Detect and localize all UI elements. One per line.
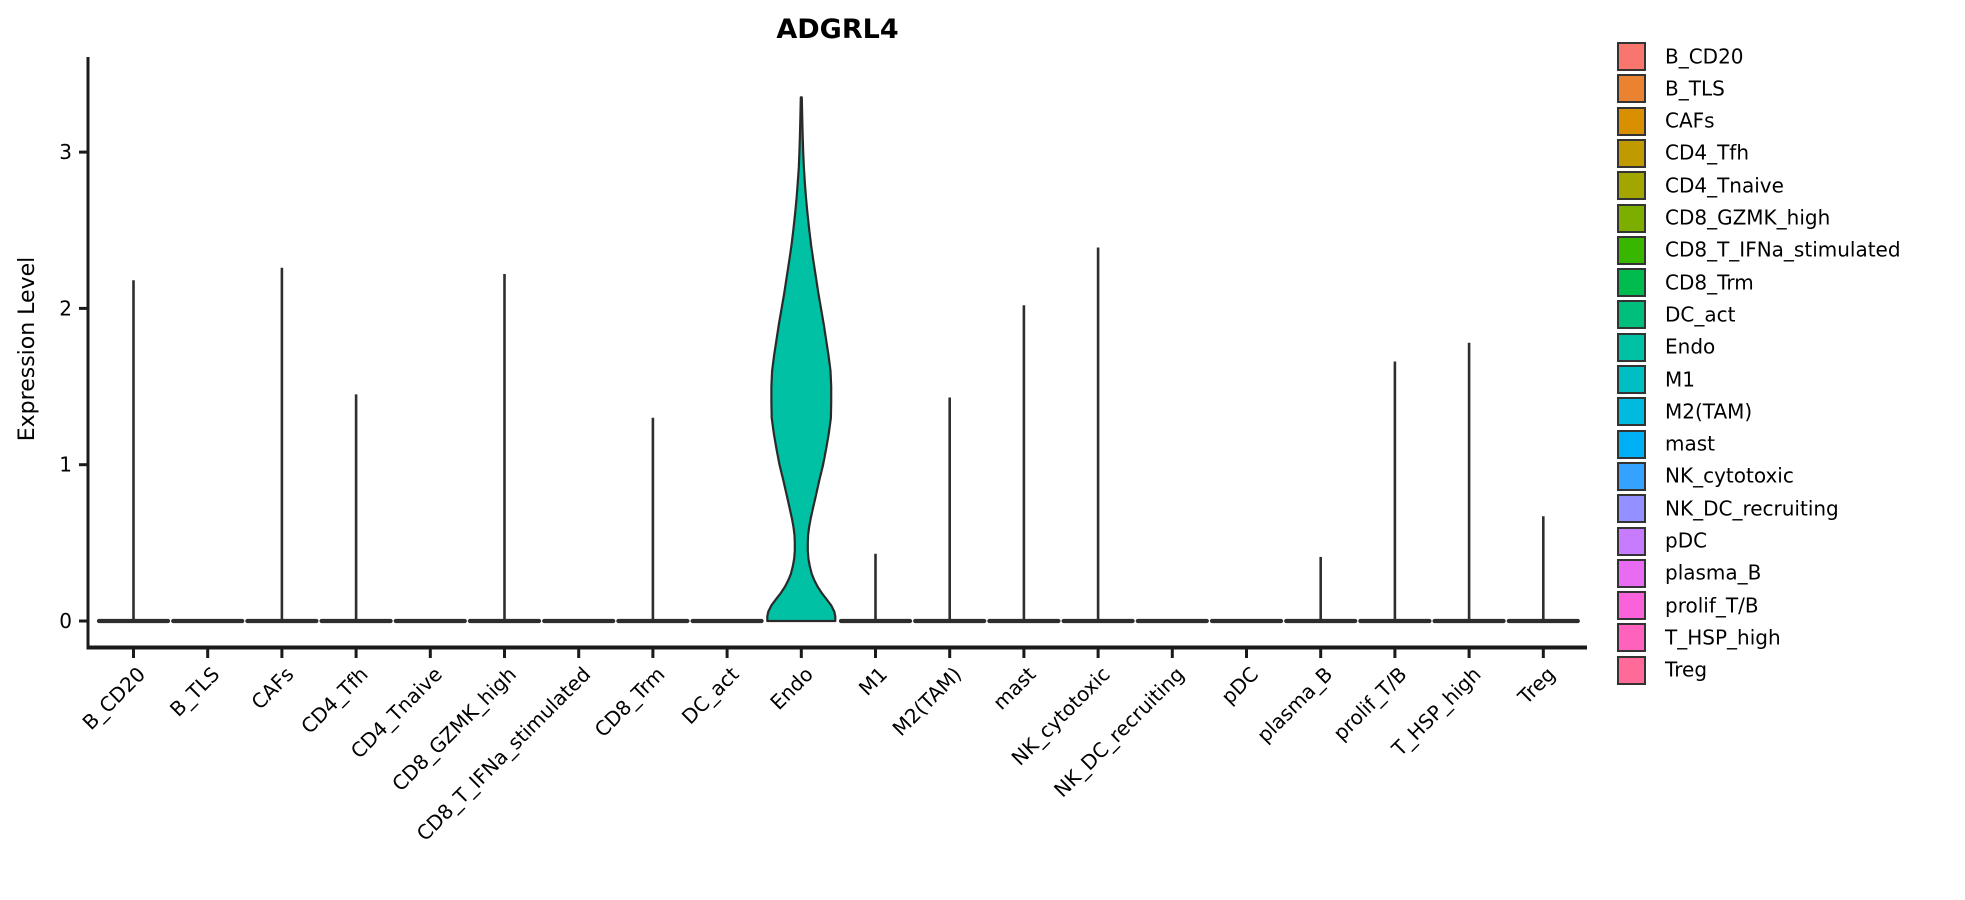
x-tick-label: CD8_Trm xyxy=(590,662,670,742)
legend-label: pDC xyxy=(1665,528,1708,553)
x-tick-label: plasma_B xyxy=(1252,662,1337,747)
x-tick-label: mast xyxy=(988,662,1040,714)
legend-label: plasma_B xyxy=(1665,560,1762,585)
legend-swatch xyxy=(1617,365,1646,394)
x-tick-label: pDC xyxy=(1216,662,1263,709)
legend-label: DC_act xyxy=(1665,302,1736,327)
x-tick-label: CD8_GZMK_high xyxy=(387,662,521,796)
x-tick-label: M1 xyxy=(854,662,892,700)
legend-label: T_HSP_high xyxy=(1665,625,1781,650)
legend-swatch xyxy=(1617,235,1646,265)
legend-swatch xyxy=(1617,558,1646,588)
legend-label: CD4_Tfh xyxy=(1665,140,1750,165)
legend-label: B_TLS xyxy=(1665,76,1725,101)
legend-label: mast xyxy=(1665,431,1715,456)
legend-swatch xyxy=(1617,42,1646,71)
y-tick-label: 2 xyxy=(59,296,72,320)
legend-label: M2(TAM) xyxy=(1665,399,1753,424)
legend-label: Endo xyxy=(1665,334,1716,359)
x-tick-label: CAFs xyxy=(246,662,298,714)
legend-label: CAFs xyxy=(1665,108,1715,133)
x-tick-label: DC_act xyxy=(677,662,744,729)
y-tick-label: 0 xyxy=(59,609,72,633)
x-tick-label: NK_DC_recruiting xyxy=(1049,662,1189,802)
legend-swatch xyxy=(1617,106,1646,136)
x-tick-label: Endo xyxy=(765,662,818,715)
legend-swatch xyxy=(1617,300,1646,330)
legend-swatch xyxy=(1617,494,1646,524)
legend-swatch xyxy=(1617,171,1646,201)
legend-swatch xyxy=(1617,623,1646,653)
x-tick-label: B_TLS xyxy=(165,662,224,721)
violin-endo xyxy=(766,96,837,623)
plot-title: ADGRL4 xyxy=(776,14,899,45)
legend-swatch xyxy=(1617,591,1646,621)
legend-label: prolif_T/B xyxy=(1665,593,1759,618)
legend-swatch xyxy=(1617,138,1646,168)
x-tick-label: B_CD20 xyxy=(78,662,151,735)
legend-swatch xyxy=(1617,332,1646,362)
y-tick-label: 3 xyxy=(59,140,72,164)
legend-swatch xyxy=(1617,526,1646,556)
legend-swatch xyxy=(1617,74,1646,104)
x-tick-label: M2(TAM) xyxy=(888,662,967,741)
y-tick-label: 1 xyxy=(59,453,72,477)
legend-swatch xyxy=(1617,397,1646,427)
legend-label: M1 xyxy=(1665,367,1695,392)
legend-label: CD8_T_IFNa_stimulated xyxy=(1665,237,1901,262)
legend-label: B_CD20 xyxy=(1665,44,1744,69)
legend-label: Treg xyxy=(1665,657,1708,682)
legend-label: CD8_Trm xyxy=(1665,270,1754,295)
legend-label: NK_cytotoxic xyxy=(1665,463,1794,488)
legend-swatch xyxy=(1617,461,1646,491)
x-tick-label: Treg xyxy=(1512,662,1559,709)
x-tick-label: CD4_Tfh xyxy=(296,662,372,738)
legend-swatch xyxy=(1617,429,1646,459)
legend-swatch xyxy=(1617,655,1646,685)
legend-swatch xyxy=(1617,203,1646,233)
legend-label: CD8_GZMK_high xyxy=(1665,205,1831,230)
legend-label: NK_DC_recruiting xyxy=(1665,496,1839,521)
legend-swatch xyxy=(1617,268,1646,298)
legend-label: CD4_Tnaive xyxy=(1665,173,1784,198)
